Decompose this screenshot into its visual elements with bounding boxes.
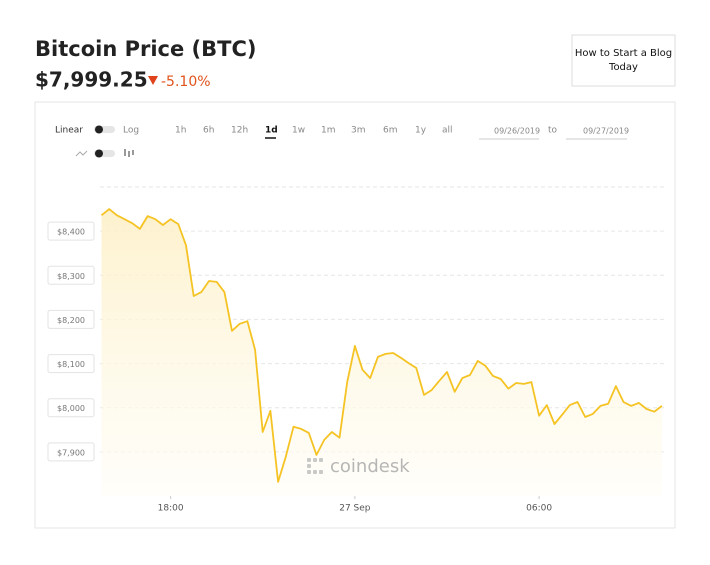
area (101, 209, 662, 496)
y-tick-box (47, 265, 95, 285)
y-tick-label: $8,400 (57, 228, 85, 237)
range-option[interactable]: 1y (415, 126, 427, 136)
watermark-icon (307, 470, 311, 474)
blog-button-label[interactable]: How to Start a Blog Today (574, 47, 673, 73)
y-tick-label: $8,100 (57, 360, 85, 369)
blog-button-label-box[interactable]: How to Start a Blog Today (572, 35, 675, 86)
y-tick-box (47, 354, 95, 374)
range-option[interactable]: 1m (321, 126, 336, 136)
down-arrow (148, 76, 158, 85)
price: $7,999.25 (35, 68, 148, 92)
price-line (100, 208, 663, 483)
watermark-icon (319, 470, 323, 474)
candle-icon[interactable] (124, 149, 134, 157)
y-tick-label: $8,300 (57, 272, 85, 281)
title: Bitcoin Price (BTC) (35, 37, 256, 61)
scale-option[interactable]: Log (123, 126, 139, 136)
range-option[interactable]: 3m (351, 126, 366, 136)
from-date[interactable]: 09/26/2019 (494, 127, 540, 136)
range-option[interactable]: 1h (175, 126, 186, 136)
y-tick-box (47, 398, 95, 418)
change: -5.10% (161, 74, 211, 90)
x-tick-label: 18:00 (158, 504, 184, 514)
watermark: coindesk (330, 456, 410, 477)
to-date[interactable]: 09/27/2019 (583, 127, 629, 136)
y-tick-label: $8,200 (57, 316, 85, 325)
blog-button[interactable] (571, 34, 676, 87)
watermark-icon (319, 458, 323, 462)
watermark-icon (313, 470, 317, 474)
x-tick-label: 27 Sep (339, 504, 371, 514)
scale-option[interactable]: Linear (55, 126, 83, 136)
y-tick-box (47, 221, 95, 241)
watermark-icon (307, 464, 311, 468)
range-option[interactable]: all (442, 126, 453, 136)
y-tick-box (47, 309, 95, 329)
to-label: to (548, 126, 558, 136)
range-option[interactable]: 12h (231, 126, 248, 136)
scale-toggle-knob (95, 125, 103, 134)
range-option[interactable]: 1d (265, 126, 278, 136)
range-option[interactable]: 1w (292, 126, 305, 136)
watermark-icon (313, 458, 317, 462)
x-tick-label: 06:00 (526, 504, 552, 514)
y-tick-box (47, 442, 95, 462)
range-option[interactable]: 6h (203, 126, 214, 136)
y-tick-label: $7,900 (57, 448, 85, 457)
watermark-icon (307, 458, 311, 462)
type-toggle-knob (95, 149, 103, 158)
y-tick-label: $8,000 (57, 404, 85, 413)
range-option[interactable]: 6m (383, 126, 398, 136)
line-icon[interactable] (75, 150, 88, 157)
